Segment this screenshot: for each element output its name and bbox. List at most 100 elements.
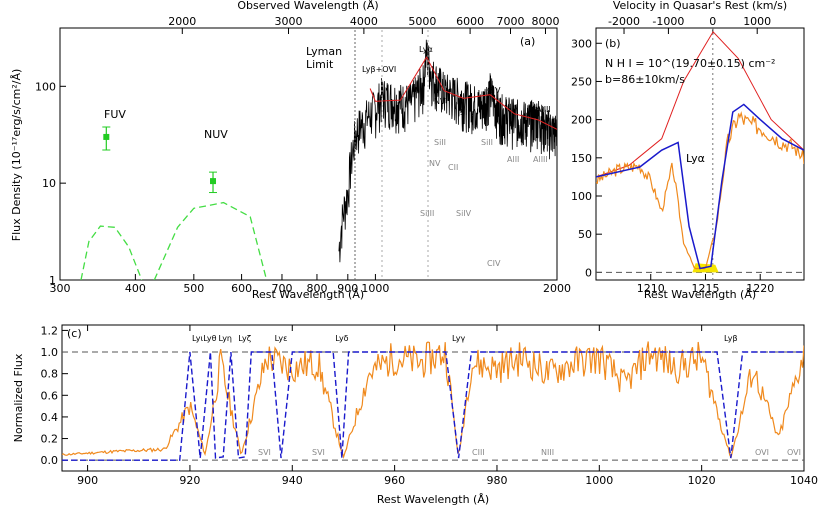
a-toptick-label: 6000 — [456, 15, 484, 28]
panel-c-frame — [61, 324, 805, 472]
a-ytick-label: 100 — [35, 80, 56, 93]
abs-aliii-label: AlIII — [533, 155, 548, 164]
b-xtick-label: 1220 — [746, 282, 774, 295]
c-xtick-label: 940 — [282, 474, 303, 487]
abs-siiv-label: SiIV — [456, 209, 472, 218]
panel-a-top-xlabel: Observed Wavelength (Å) — [237, 0, 378, 12]
a-toptick-label: 2000 — [168, 15, 196, 28]
fuv-label: FUV — [104, 108, 126, 121]
a-ytick-label: 10 — [42, 177, 56, 190]
siiv-label: SiIV — [460, 108, 476, 117]
lyman-series-labels: Lyι Lyθ Lyη Lyζ Lyε Lyδ Lyγ Lyβ — [192, 334, 738, 343]
panel-b-xlabel: Rest Wavelength (Å) — [644, 288, 756, 301]
lya-data-curve — [596, 110, 804, 270]
photometry-points — [102, 126, 218, 194]
photometry-point — [210, 178, 217, 185]
b-toptick-label: -2000 — [608, 15, 640, 28]
lyman-limit-label-1: Lyman — [306, 45, 342, 58]
a-xtick-label: 700 — [271, 282, 292, 295]
nhi-label: N H I = 10^(19.70±0.15) cm⁻² — [605, 57, 775, 70]
photometry-point — [103, 133, 110, 140]
b-ytick-label: 100 — [571, 190, 592, 203]
panel-c-label: (c) — [67, 327, 82, 340]
lya-label: Lyα — [419, 45, 433, 54]
abs-alii-label: AlII — [507, 155, 519, 164]
a-xtick-label: 800 — [306, 282, 327, 295]
panel-c-xlabel: Rest Wavelength (Å) — [377, 493, 489, 506]
lyman-line-label: Lyθ — [203, 334, 216, 343]
c-ytick-label: 1.0 — [41, 346, 59, 359]
svi-label-2: SVI — [312, 448, 325, 457]
lyman-line-label: Lyε — [275, 334, 288, 343]
a-toptick-label: 5000 — [408, 15, 436, 28]
b-ytick-label: 300 — [571, 37, 592, 50]
lya-model-curve — [596, 103, 804, 270]
b-ytick-label: 150 — [571, 152, 592, 165]
a-xtick-label: 1000 — [361, 282, 389, 295]
a-xtick-label: 400 — [125, 282, 146, 295]
ciii-label: CIII — [472, 448, 485, 457]
b-toptick-label: 1000 — [743, 15, 771, 28]
c-xtick-label: 1040 — [790, 474, 818, 487]
b-toptick-label: 0 — [709, 15, 716, 28]
panel-c-ylabel: Normalized Flux — [12, 353, 25, 442]
continuum-model-curve — [369, 56, 557, 130]
panel-a-label: (a) — [520, 35, 535, 48]
b-ytick-label: 0 — [585, 266, 592, 279]
a-xtick-label: 900 — [337, 282, 358, 295]
panel-c: (c) Rest Wavelength (Å) Normalized Flux … — [12, 324, 818, 506]
ovi-label-2: OVI — [787, 448, 801, 457]
fuv-filter-curve — [80, 225, 143, 280]
abs-siii-2-label: SiII — [481, 138, 493, 147]
b-xtick-label: 1210 — [637, 282, 665, 295]
a-toptick-label: 7000 — [496, 15, 524, 28]
nv-label: NV — [434, 97, 446, 106]
intrinsic-lya-curve — [596, 30, 804, 178]
a-toptick-label: 3000 — [275, 15, 303, 28]
c-xtick-label: 1000 — [585, 474, 613, 487]
a-ytick-label: 1 — [49, 274, 56, 287]
lyman-line-label: Lyη — [218, 334, 232, 343]
svi-label-1: SVI — [258, 448, 271, 457]
niii-label: NIII — [541, 448, 554, 457]
a-xtick-label: 500 — [183, 282, 204, 295]
c-xtick-label: 920 — [179, 474, 200, 487]
quasar-spectrum — [338, 39, 557, 263]
c-xtick-label: 900 — [77, 474, 98, 487]
c-xtick-label: 960 — [384, 474, 405, 487]
lyman-line-label: Lyι — [192, 334, 203, 343]
panel-b-ticks: 1210 1215 1220 0 50 100 150 200 250 300 -2000 -1000… — [571, 15, 774, 295]
panel-a-ylabel: Flux Density (10⁻¹⁷erg/s/cm²/Å) — [10, 69, 23, 242]
c-ytick-label: 0.6 — [41, 389, 59, 402]
lyman-line-label: Lyδ — [335, 334, 348, 343]
lya-big-label: Lyα — [686, 152, 705, 165]
lyman-series-data — [62, 341, 804, 460]
panel-a-ticks: 300 400 500 600 700 800 900 1000 2000 1 10 100 2000 3… — [35, 15, 571, 295]
aliii-label: AlIII — [536, 105, 551, 114]
b-ytick-label: 200 — [571, 114, 592, 127]
c-ytick-label: 0.4 — [41, 411, 59, 424]
a-toptick-label: 4000 — [350, 15, 378, 28]
panel-a: (a) Rest Wavelength (Å) Observed Wavelen… — [10, 0, 571, 301]
abs-cii-label: CII — [448, 163, 458, 172]
c-ytick-label: 1.2 — [41, 324, 59, 337]
lyman-line-label: Lyγ — [452, 334, 465, 343]
b-param-label: b=86±10km/s — [605, 73, 685, 86]
a-toptick-label: 8000 — [531, 15, 559, 28]
c-ytick-label: 0.0 — [41, 454, 59, 467]
abs-civ-label: CIV — [487, 259, 501, 268]
panel-b-label: (b) — [605, 37, 621, 50]
c-ytick-label: 0.8 — [41, 368, 59, 381]
civ-label: CIV — [487, 86, 501, 95]
b-ytick-label: 50 — [578, 228, 592, 241]
lyman-line-label: Lyβ — [724, 334, 738, 343]
c-xtick-label: 1020 — [688, 474, 716, 487]
b-ytick-label: 250 — [571, 75, 592, 88]
panel-b-frame — [595, 27, 805, 281]
abs-siii-label: SiII — [434, 138, 446, 147]
a-xtick-label: 300 — [50, 282, 71, 295]
b-xtick-label: 1215 — [691, 282, 719, 295]
c-xtick-label: 980 — [486, 474, 507, 487]
a-xtick-label: 600 — [231, 282, 252, 295]
